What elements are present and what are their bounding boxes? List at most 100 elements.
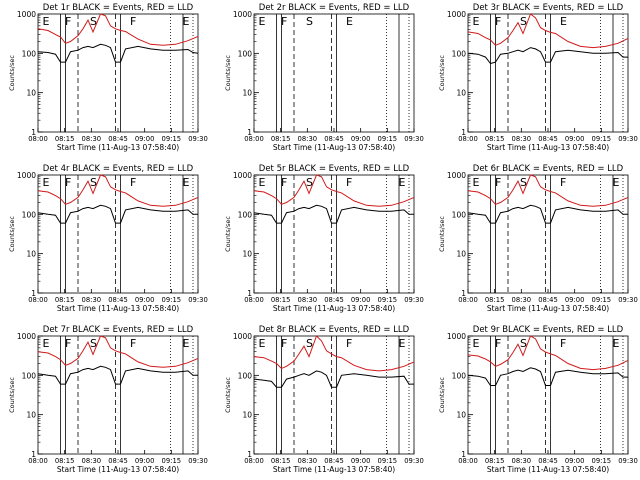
detector-panel-5: Det 5r BLACK = Events, RED = LLD 1 10 100 10…: [224, 164, 424, 313]
x-tick-label: 08:45: [324, 457, 344, 465]
x-tick-label: 08:15: [271, 457, 291, 465]
x-axis-label: Start Time (11-Aug-13 07:58:40): [57, 143, 179, 152]
x-tick-label: 09:30: [188, 296, 208, 304]
y-tick-label: 100: [22, 371, 37, 380]
panel-title: Det 4r BLACK = Events, RED = LLD: [43, 164, 194, 174]
x-tick-label: 08:45: [538, 135, 558, 143]
x-axis-label: Start Time (11-Aug-13 07:58:40): [273, 143, 395, 152]
x-tick-label: 08:30: [512, 296, 532, 304]
y-tick-label: 10: [26, 89, 36, 98]
series-line-events: [467, 204, 628, 224]
y-tick-label: 100: [238, 371, 253, 380]
plot-frame: [37, 174, 199, 294]
series-line-lld: [253, 335, 415, 372]
region-label: F: [65, 176, 71, 189]
region-label: E: [43, 176, 50, 189]
x-tick-label: 08:30: [298, 296, 318, 304]
region-label: E: [259, 337, 266, 350]
x-tick-label: 08:15: [485, 457, 505, 465]
y-axis-label: Counts/sec: [8, 216, 16, 252]
series-line-events: [37, 204, 198, 224]
x-tick-label: 08:45: [108, 135, 128, 143]
series-line-events: [37, 43, 199, 63]
plot-frame: [253, 174, 415, 294]
region-label: F: [281, 176, 287, 189]
panel-title: Det 2r BLACK = Events, RED = LLD: [259, 3, 410, 13]
x-tick-label: 08:15: [55, 135, 75, 143]
x-tick-label: 08:45: [108, 296, 128, 304]
x-tick-label: 09:30: [404, 135, 424, 143]
x-tick-label: 08:30: [82, 135, 102, 143]
y-tick-label: 10: [242, 250, 252, 259]
panel-title: Det 1r BLACK = Events, RED = LLD: [43, 3, 194, 13]
x-axis-label: Start Time (11-Aug-13 07:58:40): [487, 143, 609, 152]
x-axis-label: Start Time (11-Aug-13 07:58:40): [273, 304, 395, 313]
x-tick-label: 09:15: [592, 457, 612, 465]
x-tick-label: 09:30: [404, 296, 424, 304]
y-tick-label: 1: [31, 128, 36, 137]
x-tick-label: 09:15: [162, 296, 182, 304]
x-tick-label: 09:15: [162, 457, 182, 465]
region-label: S: [306, 337, 313, 350]
x-tick-label: 08:45: [108, 457, 128, 465]
y-tick-label: 10: [456, 411, 466, 420]
plot-frame: [467, 174, 629, 294]
x-axis-label: Start Time (11-Aug-13 07:58:40): [57, 465, 179, 474]
region-label: F: [65, 15, 71, 28]
y-tick-label: 1000: [233, 171, 252, 180]
region-label: F: [346, 176, 352, 189]
detector-panel-3: Det 3r BLACK = Events, RED = LLD 1 10 100 10…: [438, 3, 638, 152]
x-axis-label: Start Time (11-Aug-13 07:58:40): [487, 465, 609, 474]
x-tick-label: 08:45: [324, 135, 344, 143]
x-tick-label: 08:00: [458, 296, 478, 304]
region-label: E: [259, 176, 266, 189]
region-label: E: [399, 176, 406, 189]
panel-title: Det 9r BLACK = Events, RED = LLD: [473, 325, 624, 335]
x-tick-label: 09:30: [404, 457, 424, 465]
x-tick-label: 08:30: [82, 457, 102, 465]
detector-panel-8: Det 8r BLACK = Events, RED = LLD 1 10 100 10…: [224, 325, 424, 474]
x-tick-label: 08:00: [28, 296, 48, 304]
region-label: S: [306, 15, 313, 28]
region-label: F: [281, 337, 287, 350]
y-tick-label: 100: [238, 49, 253, 58]
x-tick-label: 08:00: [28, 135, 48, 143]
x-tick-label: 09:15: [378, 457, 398, 465]
region-label: E: [613, 176, 620, 189]
region-label: E: [183, 176, 190, 189]
panel-title: Det 5r BLACK = Events, RED = LLD: [259, 164, 410, 174]
x-tick-label: 08:15: [271, 135, 291, 143]
x-tick-label: 08:30: [82, 296, 102, 304]
x-tick-label: 09:15: [162, 135, 182, 143]
series-line-lld: [37, 335, 199, 368]
x-tick-label: 08:30: [298, 135, 318, 143]
series-line-events: [37, 365, 198, 385]
y-tick-label: 1000: [447, 10, 466, 19]
y-tick-label: 1: [31, 450, 36, 459]
x-tick-label: 08:15: [485, 135, 505, 143]
detector-panel-9: Det 9r BLACK = Events, RED = LLD 1 10 100 10…: [438, 325, 638, 474]
y-tick-label: 100: [238, 210, 253, 219]
y-tick-label: 100: [22, 210, 37, 219]
region-label: E: [183, 15, 190, 28]
series-line-lld: [467, 335, 629, 371]
region-label: F: [495, 15, 501, 28]
x-tick-label: 08:00: [244, 457, 264, 465]
y-tick-label: 1: [461, 289, 466, 298]
region-label: E: [43, 15, 50, 28]
x-tick-label: 09:15: [378, 296, 398, 304]
region-label: E: [613, 337, 620, 350]
y-axis-label: Counts/sec: [8, 377, 16, 413]
x-tick-label: 08:30: [512, 457, 532, 465]
region-label: S: [520, 337, 527, 350]
y-tick-label: 1000: [447, 171, 466, 180]
y-tick-label: 10: [242, 411, 252, 420]
y-tick-label: 1000: [17, 332, 36, 341]
region-label: E: [183, 337, 190, 350]
series-line-lld: [37, 174, 199, 207]
region-label: F: [560, 176, 566, 189]
x-tick-label: 09:00: [565, 457, 585, 465]
y-tick-label: 1: [461, 450, 466, 459]
panel-title: Det 7r BLACK = Events, RED = LLD: [43, 325, 194, 335]
